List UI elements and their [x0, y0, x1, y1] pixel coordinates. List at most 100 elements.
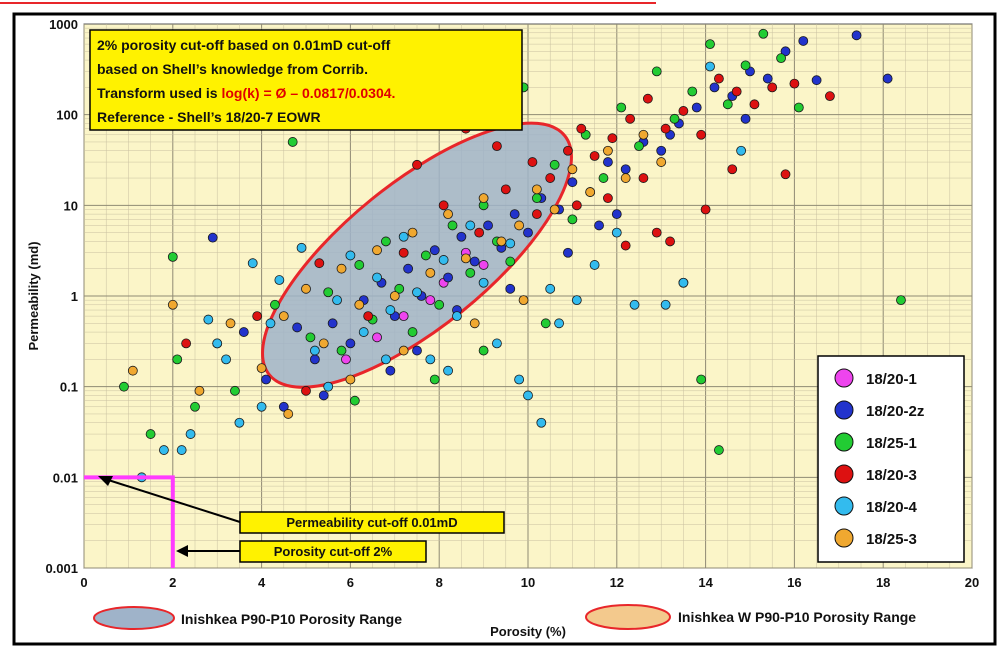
- x-tick-2: 2: [169, 575, 176, 590]
- data-point-18-25-1-20: [465, 267, 476, 278]
- data-point-18-25-1-19: [447, 220, 458, 231]
- y-tick-10: 10: [64, 198, 78, 213]
- data-point-18-20-3-30: [571, 200, 582, 211]
- data-point-18-20-3-9: [527, 157, 538, 167]
- data-point-18-20-3-14: [607, 133, 618, 144]
- data-point-18-20-3-29: [620, 240, 631, 251]
- data-point-18-20-4-35: [736, 145, 747, 156]
- x-tick-10: 10: [521, 575, 535, 590]
- data-point-18-20-2z-27: [656, 145, 667, 156]
- data-point-18-25-3-11: [389, 291, 400, 301]
- data-point-18-20-4-41: [323, 381, 334, 392]
- x-tick-6: 6: [347, 575, 354, 590]
- data-point-18-25-1-8: [287, 137, 298, 147]
- cutoff-lines: [84, 475, 175, 568]
- data-point-18-25-1-39: [776, 53, 786, 64]
- data-point-18-20-4-23: [492, 338, 502, 349]
- annotation-line-1: 2% porosity cut-off based on 0.01mD cut-…: [97, 37, 391, 53]
- data-point-18-20-4-19: [438, 255, 449, 265]
- data-point-18-20-4-36: [545, 283, 556, 294]
- data-point-18-25-1-0: [119, 381, 129, 392]
- data-point-18-25-3-28: [398, 345, 409, 356]
- data-point-18-20-2z-24: [603, 157, 613, 167]
- data-point-18-25-1-15: [394, 283, 405, 294]
- data-point-18-20-3-21: [731, 86, 742, 97]
- data-point-18-20-2z-45: [318, 390, 329, 401]
- y-tick-0-01: 0.01: [53, 470, 78, 485]
- data-point-18-20-4-3: [203, 314, 214, 325]
- data-point-18-20-3-39: [780, 169, 791, 180]
- data-point-18-25-1-34: [687, 86, 698, 97]
- data-point-18-20-3-6: [438, 200, 449, 211]
- data-point-18-25-1-33: [669, 113, 680, 124]
- data-point-18-25-3-19: [531, 184, 542, 195]
- data-point-18-20-1-3: [478, 260, 489, 270]
- data-point-18-20-2z-6: [345, 338, 356, 349]
- data-point-18-25-1-40: [793, 102, 804, 113]
- data-point-18-25-1-23: [505, 256, 516, 267]
- data-point-18-20-3-0: [181, 338, 192, 349]
- x-tick-0: 0: [80, 575, 87, 590]
- permeability-cutoff-callout: Permeability cut-off 0.01mD: [98, 476, 505, 534]
- data-point-18-25-3-1: [167, 299, 178, 310]
- cutoff-line: [84, 475, 175, 568]
- data-point-18-20-2z-22: [567, 177, 578, 188]
- data-point-18-20-2z-41: [611, 209, 622, 220]
- data-point-18-20-1-5: [341, 354, 351, 365]
- data-point-18-20-3-34: [412, 159, 422, 170]
- data-point-18-25-3-20: [549, 204, 560, 215]
- range-key-inishkea-w: Inishkea W P90-P10 Porosity Range: [585, 604, 916, 630]
- data-point-18-20-4-33: [678, 277, 689, 288]
- data-point-18-20-3-2: [301, 385, 311, 396]
- data-point-18-25-1-31: [634, 141, 644, 152]
- data-point-18-20-4-30: [611, 227, 622, 238]
- data-point-18-20-3-37: [665, 236, 675, 247]
- data-point-18-25-1-36: [722, 99, 733, 110]
- data-point-18-25-3-24: [620, 173, 631, 183]
- data-point-18-20-3-7: [474, 227, 485, 238]
- data-point-18-25-3-5: [278, 311, 289, 322]
- range-key-inishkea: Inishkea P90-P10 Porosity Range: [93, 606, 402, 630]
- data-point-18-20-2z-34: [780, 46, 791, 57]
- data-point-18-25-1-18: [434, 299, 445, 310]
- data-point-18-20-2z-44: [385, 365, 396, 376]
- y-tick-1: 1: [71, 289, 78, 304]
- legend-label-0: 18/20-1: [866, 371, 917, 388]
- data-point-18-20-2z-2: [261, 374, 271, 385]
- data-point-18-20-4-24: [505, 238, 516, 249]
- data-point-18-20-3-1: [252, 311, 263, 322]
- data-point-18-20-3-17: [660, 123, 671, 134]
- data-point-18-25-1-30: [616, 102, 627, 113]
- data-point-18-20-4-13: [358, 327, 369, 337]
- data-point-18-25-1-45: [478, 345, 489, 356]
- data-point-18-20-2z-39: [740, 113, 751, 124]
- data-point-18-25-3-15: [460, 253, 471, 264]
- annotation-line-3: Transform used is log(k) = Ø – 0.0817/0.…: [97, 85, 395, 101]
- data-point-18-20-4-31: [629, 299, 640, 310]
- y-tick-labels: 0.001 0.01 0.1 1 10 100 1000: [45, 17, 78, 576]
- data-point-18-20-4-38: [212, 338, 223, 349]
- data-point-18-20-3-19: [696, 129, 707, 140]
- y-tick-1000: 1000: [49, 17, 78, 32]
- legend-swatch-0: [834, 368, 854, 388]
- y-tick-0-1: 0.1: [60, 380, 78, 395]
- data-point-18-25-1-42: [696, 374, 707, 385]
- data-point-18-25-3-0: [127, 365, 138, 376]
- legend-label-4: 18/20-4: [866, 499, 918, 516]
- data-point-18-20-4-43: [443, 365, 453, 376]
- data-point-18-20-4-14: [372, 272, 382, 283]
- data-point-18-20-2z-49: [505, 283, 516, 294]
- data-point-18-20-3-15: [625, 113, 636, 124]
- range-key-inishkea-label: Inishkea P90-P10 Porosity Range: [181, 611, 402, 627]
- data-point-18-20-4-15: [385, 305, 396, 315]
- data-point-18-20-2z-36: [851, 30, 862, 41]
- x-tick-8: 8: [436, 575, 443, 590]
- data-point-18-20-1-2: [372, 332, 382, 343]
- data-point-18-25-3-25: [638, 129, 649, 140]
- data-point-18-25-1-41: [896, 295, 906, 306]
- data-point-18-20-2z-13: [443, 272, 453, 283]
- data-point-18-20-2z-15: [469, 256, 480, 267]
- data-point-18-25-3-29: [469, 318, 480, 329]
- data-point-18-25-1-7: [270, 299, 280, 310]
